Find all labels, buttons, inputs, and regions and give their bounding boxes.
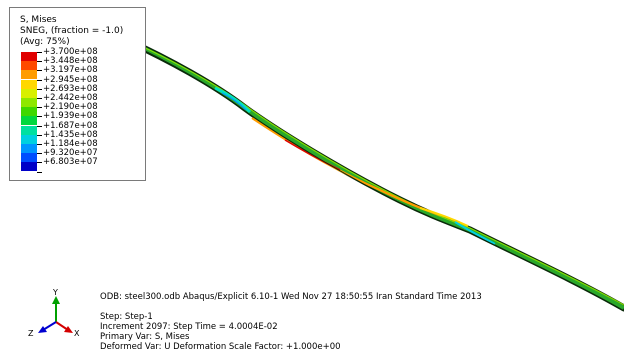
legend-swatch [21, 52, 37, 61]
legend-title-line-3: (Avg: 75%) [20, 37, 70, 47]
legend-tick [37, 162, 42, 164]
legend-value: +1.687e+08 [43, 120, 98, 131]
stress-band-blue [221, 92, 247, 111]
legend-value: +2.442e+08 [43, 93, 98, 103]
increment-info: Increment 2097: Step Time = 4.0004E-02 [100, 322, 278, 332]
legend-tick [37, 144, 42, 145]
legend-swatch [21, 61, 37, 71]
legend-swatch [21, 153, 37, 163]
axis-z-label: Z [28, 329, 34, 338]
legend-swatch [21, 79, 37, 89]
step-info: Step: Step-1 [100, 312, 153, 322]
stress-band-yellow [419, 207, 469, 227]
legend-swatch [21, 70, 37, 80]
axis-triad: Y X Z [24, 288, 84, 346]
legend-swatch [21, 162, 37, 172]
deformed-var-info: Deformed Var: U Deformation Scale Factor… [100, 342, 341, 352]
legend-value: +9.320e+07 [43, 148, 98, 159]
legend-tick [37, 153, 42, 155]
legend-tick [37, 116, 42, 118]
legend-value: +3.197e+08 [43, 65, 98, 76]
legend-tick [37, 134, 42, 136]
legend-value: +3.700e+08 [43, 47, 98, 57]
odb-info: ODB: steel300.odb Abaqus/Explicit 6.10-1… [100, 292, 482, 302]
legend-tick [37, 88, 42, 90]
legend-tick [37, 61, 42, 63]
legend-swatch [21, 98, 37, 107]
axis-y-label: Y [53, 288, 58, 297]
legend-swatch [21, 88, 37, 98]
legend-value: +1.939e+08 [43, 111, 98, 122]
legend-value: +2.190e+08 [43, 102, 98, 113]
beam-edge-dark [121, 39, 624, 312]
triad-icon [38, 296, 73, 333]
legend-swatch [21, 144, 37, 153]
legend-tick [37, 52, 42, 53]
legend-value: +6.803e+07 [43, 157, 98, 168]
legend-tick [37, 70, 42, 72]
legend-value: +2.693e+08 [43, 83, 98, 94]
legend-tick [37, 79, 42, 81]
axis-x-label: X [74, 329, 80, 338]
legend-value: +3.448e+08 [43, 56, 98, 67]
primary-var-info: Primary Var: S, Mises [100, 332, 190, 342]
stress-band-cyan [214, 86, 252, 114]
legend-tick [37, 125, 42, 127]
legend-tick [37, 107, 42, 109]
legend-title-line-2: SNEG, (fraction = -1.0) [20, 26, 124, 36]
legend-panel: S, Mises SNEG, (fraction = -1.0) (Avg: 7… [9, 7, 146, 181]
legend-swatch [21, 125, 37, 135]
stress-band-cyan-2 [454, 221, 496, 245]
legend-swatch [21, 107, 37, 117]
legend-swatch [21, 134, 37, 144]
legend-value: +1.435e+08 [43, 129, 98, 140]
legend-title-line-1: S, Mises [20, 15, 57, 25]
legend-tick [37, 171, 42, 173]
legend-swatch [21, 116, 37, 126]
legend-value: +1.184e+08 [43, 139, 98, 149]
legend-tick [37, 98, 42, 99]
legend-value: +2.945e+08 [43, 74, 98, 85]
beam-highlight [123, 37, 624, 306]
